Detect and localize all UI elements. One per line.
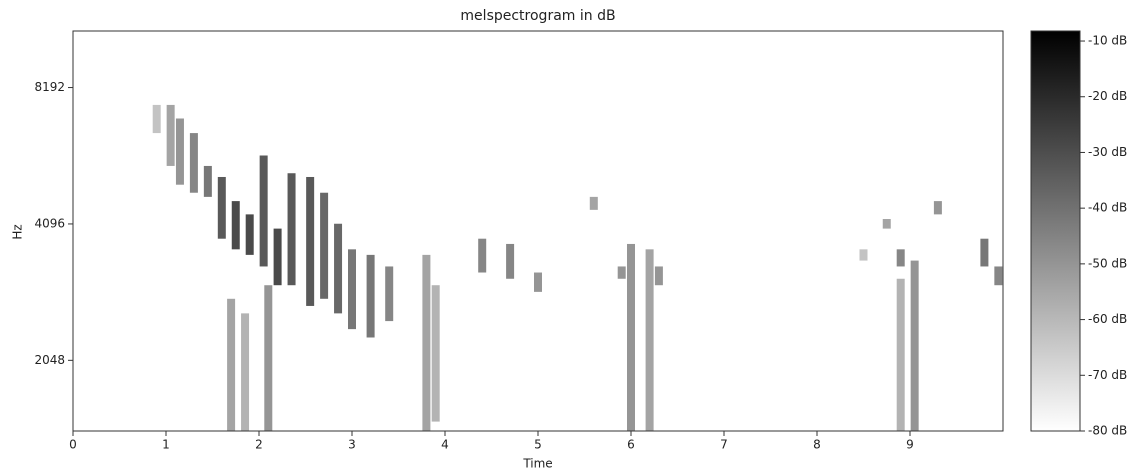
spectral-streak bbox=[366, 254, 375, 338]
spectral-streak bbox=[306, 176, 315, 306]
spectral-streak bbox=[320, 192, 329, 299]
spectral-streak bbox=[203, 165, 212, 197]
spectral-streak bbox=[617, 266, 626, 279]
colorbar-tick-label: -30 dB bbox=[1088, 145, 1127, 159]
spectral-streak bbox=[506, 243, 515, 279]
x-tick-label: 4 bbox=[441, 438, 449, 452]
y-tick-label: 2048 bbox=[34, 353, 65, 367]
spectral-streak bbox=[478, 238, 487, 273]
spectral-streak bbox=[166, 104, 175, 166]
x-tick-label: 2 bbox=[255, 438, 263, 452]
y-axis-label: Hz bbox=[11, 224, 25, 239]
spectral-streak bbox=[654, 266, 663, 286]
spectral-streak bbox=[264, 285, 273, 431]
spectral-streak bbox=[431, 285, 440, 422]
x-tick-label: 6 bbox=[627, 438, 635, 452]
y-tick-label: 4096 bbox=[34, 216, 65, 230]
colorbar-tick-label: -50 dB bbox=[1088, 256, 1127, 270]
spectral-streak bbox=[334, 223, 343, 314]
x-tick-label: 8 bbox=[813, 438, 821, 452]
spectral-streak bbox=[994, 266, 1003, 286]
spectral-streak bbox=[859, 249, 868, 261]
x-tick-label: 7 bbox=[720, 438, 728, 452]
spectral-streak bbox=[217, 176, 226, 239]
spectral-streak bbox=[980, 238, 989, 267]
colorbar-tick-label: -40 dB bbox=[1088, 201, 1127, 215]
spectral-streak bbox=[348, 249, 356, 330]
x-axis-label: Time bbox=[522, 457, 552, 471]
plot-area bbox=[73, 31, 1003, 431]
spectral-streak bbox=[175, 118, 184, 185]
spectral-streak bbox=[896, 249, 905, 267]
x-tick-label: 9 bbox=[906, 438, 914, 452]
y-tick-label: 8192 bbox=[34, 80, 65, 94]
chart-title: melspectrogram in dB bbox=[460, 8, 615, 24]
spectral-streak bbox=[896, 278, 905, 431]
spectral-streak bbox=[422, 254, 431, 431]
x-tick-label: 3 bbox=[348, 438, 356, 452]
colorbar bbox=[1030, 30, 1081, 432]
spectral-streak bbox=[645, 249, 654, 431]
colorbar-tick-label: -70 dB bbox=[1088, 368, 1127, 382]
spectral-streak bbox=[189, 133, 198, 193]
spectral-streak bbox=[231, 201, 240, 250]
spectral-streak bbox=[933, 201, 942, 215]
spectral-streak bbox=[627, 243, 635, 431]
spectral-streak bbox=[273, 228, 282, 286]
colorbar-tick-label: -10 dB bbox=[1088, 34, 1127, 48]
x-tick-label: 1 bbox=[162, 438, 170, 452]
spectral-streak bbox=[287, 173, 296, 286]
spectral-streak bbox=[152, 104, 161, 134]
x-tick-label: 5 bbox=[534, 438, 542, 452]
x-tick-label: 0 bbox=[69, 438, 77, 452]
spectral-streak bbox=[910, 260, 919, 431]
spectral-streak bbox=[241, 313, 250, 431]
colorbar-tick-label: -60 dB bbox=[1088, 312, 1127, 326]
spectral-streak bbox=[245, 214, 254, 255]
spectral-streak bbox=[534, 272, 542, 292]
spectral-streak bbox=[385, 266, 394, 322]
spectral-streak bbox=[227, 298, 236, 431]
colorbar-tick-label: -20 dB bbox=[1088, 89, 1127, 103]
colorbar-tick-label: -80 dB bbox=[1088, 424, 1127, 438]
spectral-streak bbox=[589, 196, 598, 210]
spectral-streak bbox=[882, 219, 891, 229]
spectral-streak bbox=[259, 155, 268, 267]
